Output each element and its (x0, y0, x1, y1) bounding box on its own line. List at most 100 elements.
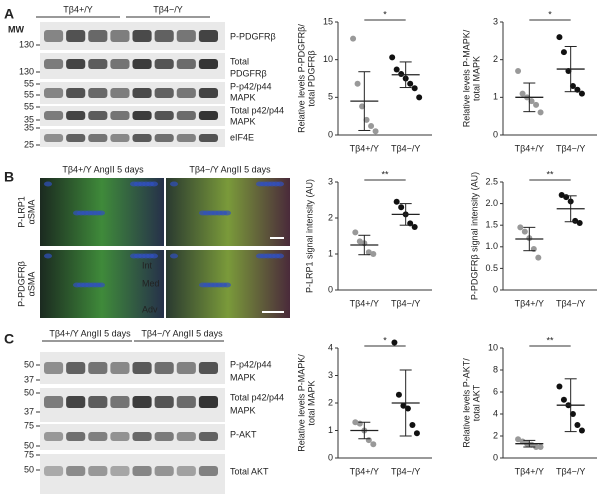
data-point (352, 229, 359, 236)
layer-label: Int (142, 260, 153, 270)
blot-band (132, 362, 152, 374)
blot-band (44, 30, 64, 42)
image-label: P-LRP1 (16, 196, 26, 228)
y-tick-label: 8 (493, 364, 498, 374)
data-point (515, 436, 522, 443)
blot-band (66, 432, 86, 441)
panel-letter: C (4, 331, 14, 347)
blot-band (44, 432, 64, 441)
blot-band (110, 362, 130, 374)
data-point (354, 80, 361, 87)
nucleus (73, 282, 81, 288)
mw-label: 50 (24, 359, 34, 369)
y-tick-label: 4 (493, 408, 498, 418)
blot-band (66, 59, 86, 69)
y-tick-label: 5 (328, 92, 333, 102)
y-tick-label: 1.5 (485, 220, 498, 230)
y-tick-label: 2 (328, 212, 333, 222)
data-point (537, 444, 544, 450)
blot-label: P-AKT (230, 429, 257, 439)
x-tick-label: Tβ4+/Y (350, 143, 379, 153)
data-point (393, 198, 400, 205)
y-tick-label: 0 (493, 452, 498, 462)
blot-band (154, 432, 174, 441)
mw-label: 75 (24, 449, 34, 459)
blot-band (176, 396, 196, 408)
blot-band (154, 59, 174, 69)
mw-label: 130 (19, 39, 34, 49)
mw-title: MW (8, 24, 24, 34)
blot-band (176, 432, 196, 441)
blot-band (66, 111, 86, 120)
data-point (416, 94, 423, 101)
blot-band (176, 88, 196, 98)
data-point (363, 116, 370, 123)
data-point (370, 441, 377, 448)
mw-label: 50 (24, 464, 34, 474)
layer-label: Adv (142, 304, 158, 314)
blot-band (198, 432, 218, 441)
y-axis-label: Relative levels P-MAPK/ (461, 29, 471, 127)
data-point (391, 339, 398, 346)
blot-label: P-p42/p44 (230, 359, 272, 369)
blot-label: eIF4E (230, 132, 254, 142)
lane-header: Tβ4+/Y AngII 5 days (49, 328, 131, 338)
y-tick-label: 10 (323, 54, 333, 64)
blot-band (44, 59, 64, 69)
blot-band (88, 396, 108, 408)
nucleus (44, 181, 52, 187)
data-point (574, 422, 581, 428)
y-tick-label: 3 (328, 370, 333, 380)
data-point (365, 437, 372, 444)
data-point (528, 98, 535, 105)
nucleus (256, 253, 264, 259)
y-tick-label: 2 (328, 397, 333, 407)
data-point (372, 128, 379, 135)
y-tick-label: 10 (488, 342, 498, 352)
blot-band (110, 111, 130, 120)
blot-label: Total p42/p44 (230, 105, 284, 115)
x-tick-label: Tβ4+/Y (350, 466, 379, 476)
lane-header: Tβ4+/Y (63, 4, 92, 14)
data-point (537, 109, 544, 116)
blot-band (44, 396, 64, 408)
significance: ** (546, 335, 554, 345)
y-tick-label: 3 (493, 16, 498, 26)
blot-band (110, 59, 130, 69)
x-tick-label: Tβ4−/Y (391, 298, 420, 308)
blot-label: P-PDGFRβ (230, 31, 276, 41)
blot-band (110, 88, 130, 98)
blot-band (132, 88, 152, 98)
layer-label: Med (142, 278, 160, 288)
lane-header: Tβ4−/Y (153, 4, 182, 14)
mw-label: 55 (24, 89, 34, 99)
blot-band (154, 88, 174, 98)
blot-band (132, 466, 152, 476)
blot-label: Total (230, 56, 249, 66)
data-point (578, 427, 585, 434)
nucleus (170, 253, 178, 259)
data-point (350, 35, 357, 42)
data-point (365, 249, 372, 256)
y-tick-label: 0 (493, 129, 498, 139)
data-point (569, 411, 576, 417)
data-point (393, 66, 400, 73)
data-point (411, 224, 418, 230)
y-axis-label: total AKT (471, 384, 481, 421)
data-point (409, 422, 416, 428)
data-point (389, 54, 396, 61)
significance: ** (381, 169, 389, 179)
y-axis-label: Relative levels P-AKT/ (461, 358, 471, 448)
blot-label: MAPK (230, 116, 256, 126)
blot-label: MAPK (230, 405, 256, 415)
y-axis-label: P-LRP1 signal intensity (AU) (304, 179, 314, 293)
y-tick-label: 2.0 (485, 198, 498, 208)
data-point (569, 83, 576, 90)
image-label: αSMA (26, 272, 36, 297)
blot-label: MAPK (230, 372, 256, 382)
data-point (359, 103, 366, 110)
nucleus (199, 210, 207, 216)
data-point (515, 67, 522, 74)
blot-label: MAPK (230, 92, 256, 102)
